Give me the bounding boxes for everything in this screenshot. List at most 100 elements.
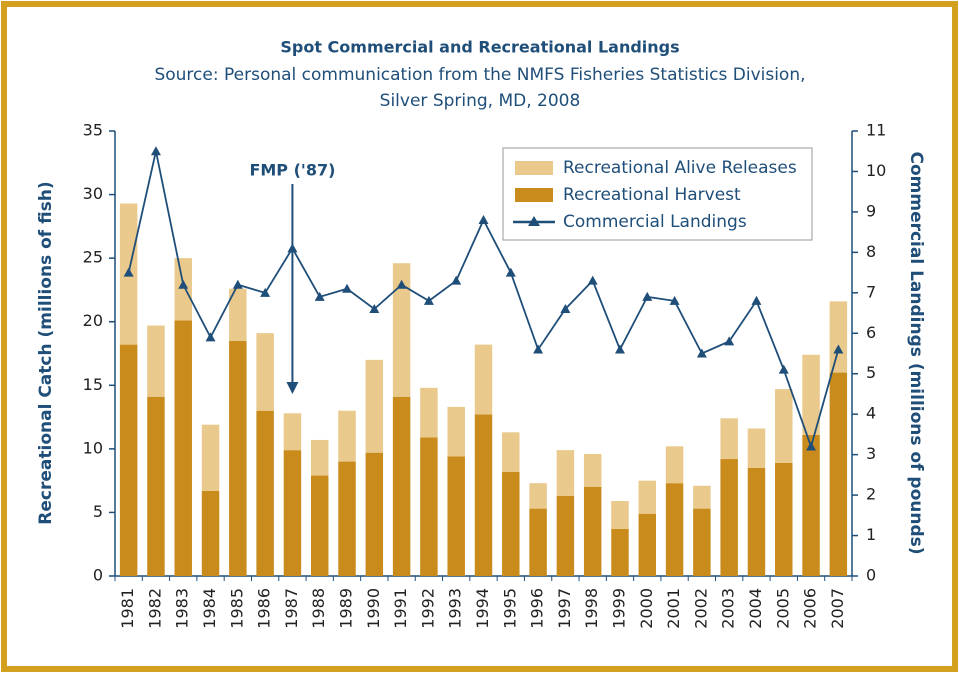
x-tick-label: 1986 <box>255 588 274 629</box>
marker <box>751 295 762 305</box>
bar <box>310 439 329 476</box>
bar <box>747 467 766 576</box>
marker <box>614 344 625 354</box>
y-tick-label: 35 <box>83 121 103 140</box>
x-tick-label: 1996 <box>528 588 547 629</box>
y2-tick-label: 11 <box>866 121 886 140</box>
y2-tick-label: 3 <box>866 444 876 463</box>
bar <box>229 340 247 576</box>
bar <box>583 453 602 487</box>
x-tick-label: 1992 <box>418 588 437 629</box>
y2-tick-label: 5 <box>866 363 876 382</box>
y-tick-label: 20 <box>83 311 103 330</box>
bar <box>829 372 848 576</box>
bar <box>283 450 302 576</box>
bar <box>720 418 738 460</box>
chart-subtitle: Source: Personal communication from the … <box>154 65 805 85</box>
bar <box>420 437 438 576</box>
x-tick-label: 1984 <box>200 588 219 629</box>
bar <box>775 389 793 463</box>
bar <box>693 485 711 509</box>
bar <box>747 428 766 468</box>
y-tick-label: 0 <box>93 566 103 585</box>
chart-subtitle: Silver Spring, MD, 2008 <box>380 91 581 111</box>
bar <box>201 490 220 576</box>
x-tick-label: 1988 <box>309 588 328 629</box>
bar <box>720 459 738 576</box>
y2-tick-label: 9 <box>866 201 876 220</box>
y2-axis-label: Commercial Landings (millions of pounds) <box>906 151 926 554</box>
marker <box>587 275 598 285</box>
bar <box>147 325 165 397</box>
x-tick-label: 2001 <box>664 588 683 629</box>
x-tick-label: 1983 <box>173 588 192 629</box>
x-tick-label: 1982 <box>145 588 164 629</box>
y-tick-label: 30 <box>83 184 103 203</box>
bar <box>310 475 329 576</box>
bar <box>693 508 711 576</box>
y2-tick-label: 6 <box>866 323 876 342</box>
y2-tick-label: 0 <box>866 566 876 585</box>
bar <box>583 487 602 576</box>
bar <box>256 410 274 576</box>
bar <box>338 410 356 462</box>
y2-tick-label: 1 <box>866 525 876 544</box>
x-tick-label: 1987 <box>282 588 301 629</box>
bar <box>174 320 192 576</box>
x-tick-label: 2004 <box>746 588 765 629</box>
x-tick-label: 1995 <box>500 588 519 629</box>
marker <box>505 267 516 277</box>
bar <box>775 462 793 576</box>
marker <box>451 275 462 285</box>
x-tick-label: 1991 <box>391 588 410 629</box>
marker <box>123 267 134 277</box>
bar <box>283 413 302 451</box>
legend-label: Recreational Alive Releases <box>563 158 797 178</box>
bar <box>665 446 684 484</box>
x-tick-label: 1981 <box>118 588 137 629</box>
legend-swatch <box>515 188 553 202</box>
marker <box>369 304 380 313</box>
bar <box>638 513 657 576</box>
marker <box>833 344 844 354</box>
bar <box>365 452 384 576</box>
bar <box>338 461 356 576</box>
marker <box>724 336 735 346</box>
bar <box>229 288 247 341</box>
marker <box>423 295 434 305</box>
y2-tick-label: 4 <box>866 404 876 423</box>
x-tick-label: 2000 <box>637 588 656 629</box>
bar <box>420 387 438 438</box>
annotation-arrowhead <box>286 382 299 394</box>
legend-swatch <box>515 161 553 175</box>
bar <box>556 450 575 496</box>
bar <box>174 258 192 321</box>
legend-swatch <box>528 216 540 226</box>
marker <box>696 348 707 358</box>
x-tick-label: 2005 <box>773 588 792 629</box>
bar <box>665 483 684 576</box>
x-tick-label: 1999 <box>609 588 628 629</box>
marker <box>205 332 216 342</box>
x-tick-label: 1989 <box>337 588 356 629</box>
x-tick-label: 1994 <box>473 588 492 629</box>
legend-label: Recreational Harvest <box>563 185 741 205</box>
y-tick-label: 10 <box>83 438 103 457</box>
bar <box>502 432 520 472</box>
bar <box>829 301 848 373</box>
x-tick-label: 2002 <box>691 588 710 629</box>
bar <box>147 396 165 576</box>
bar <box>638 480 657 514</box>
y2-tick-label: 8 <box>866 242 876 261</box>
bar <box>447 456 465 576</box>
bar <box>365 359 384 453</box>
bar <box>201 424 220 491</box>
marker <box>642 291 653 301</box>
x-tick-label: 1993 <box>446 588 465 629</box>
x-tick-label: 2006 <box>801 588 820 629</box>
y-axis-label: Recreational Catch (millions of fish) <box>36 181 56 524</box>
y2-tick-label: 7 <box>866 282 876 301</box>
x-tick-label: 2003 <box>719 588 738 629</box>
marker <box>396 279 407 289</box>
